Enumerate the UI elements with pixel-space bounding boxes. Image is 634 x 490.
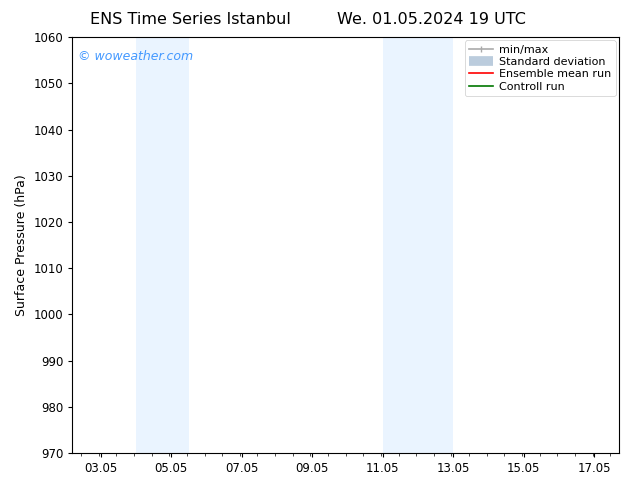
Y-axis label: Surface Pressure (hPa): Surface Pressure (hPa) (15, 174, 28, 316)
Legend: min/max, Standard deviation, Ensemble mean run, Controll run: min/max, Standard deviation, Ensemble me… (465, 41, 616, 96)
Bar (136, 37, 189, 453)
Bar (383, 37, 453, 453)
Text: © woweather.com: © woweather.com (78, 49, 193, 63)
Text: ENS Time Series Istanbul: ENS Time Series Istanbul (90, 12, 290, 27)
Text: We. 01.05.2024 19 UTC: We. 01.05.2024 19 UTC (337, 12, 526, 27)
